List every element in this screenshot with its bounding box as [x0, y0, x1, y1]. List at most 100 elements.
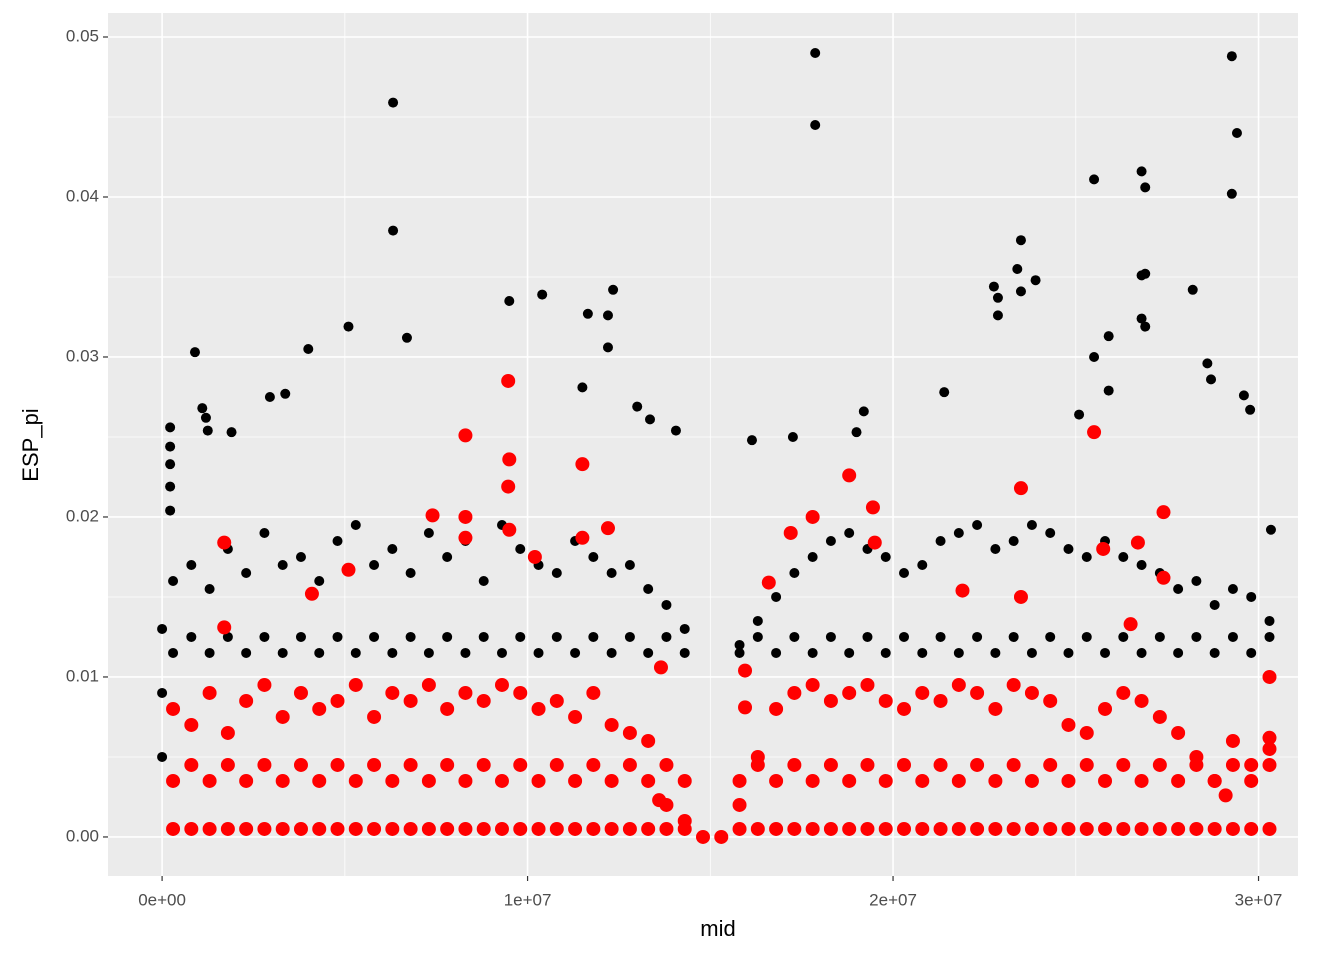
point [823, 821, 838, 836]
point [513, 685, 528, 700]
point [458, 530, 473, 545]
point [1061, 821, 1076, 836]
point [197, 403, 208, 414]
point [1015, 286, 1026, 297]
point [168, 575, 179, 586]
x-tick-label: 0e+00 [138, 890, 186, 909]
point [241, 647, 252, 658]
point [442, 551, 453, 562]
point [1026, 647, 1037, 658]
point [303, 343, 314, 354]
point [860, 677, 875, 692]
point [204, 647, 215, 658]
point [604, 773, 619, 788]
point [549, 693, 564, 708]
point [1152, 821, 1167, 836]
point [842, 821, 857, 836]
point [1006, 757, 1021, 772]
point [549, 821, 564, 836]
point [582, 308, 593, 319]
point [825, 535, 836, 546]
point [1140, 182, 1151, 193]
point [732, 797, 747, 812]
point [575, 530, 590, 545]
marks [157, 47, 1277, 844]
point [494, 677, 509, 692]
point [1123, 617, 1138, 632]
point [220, 725, 235, 740]
point [157, 687, 168, 698]
point [865, 500, 880, 515]
point [1225, 757, 1240, 772]
point [844, 527, 855, 538]
point [515, 543, 526, 554]
point [915, 773, 930, 788]
point [750, 821, 765, 836]
point [1030, 275, 1041, 286]
point [1244, 821, 1259, 836]
point [165, 481, 176, 492]
point [531, 701, 546, 716]
point [551, 631, 562, 642]
point [1156, 505, 1171, 520]
point [823, 693, 838, 708]
point [787, 431, 798, 442]
point [586, 685, 601, 700]
point [168, 647, 179, 658]
point [1265, 524, 1276, 535]
point [805, 821, 820, 836]
point [186, 559, 197, 570]
point [184, 821, 199, 836]
point [734, 639, 745, 650]
point [738, 700, 753, 715]
point [184, 757, 199, 772]
point [951, 677, 966, 692]
point [955, 583, 970, 598]
point [531, 821, 546, 836]
point [1202, 358, 1213, 369]
point [933, 821, 948, 836]
point [1043, 757, 1058, 772]
point [537, 289, 548, 300]
point [166, 773, 181, 788]
point [878, 773, 893, 788]
point [387, 543, 398, 554]
point [915, 821, 930, 836]
point [1118, 631, 1129, 642]
point [1226, 51, 1237, 62]
point [970, 821, 985, 836]
point [917, 647, 928, 658]
point [899, 631, 910, 642]
point [369, 631, 380, 642]
point [476, 693, 491, 708]
point [1098, 773, 1113, 788]
point [588, 551, 599, 562]
point [304, 586, 319, 601]
point [622, 757, 637, 772]
point [202, 425, 213, 436]
point [1089, 351, 1100, 362]
point [988, 821, 1003, 836]
point [421, 821, 436, 836]
point [670, 425, 681, 436]
point [275, 709, 290, 724]
point [732, 773, 747, 788]
point [165, 441, 176, 452]
point [602, 310, 613, 321]
point [789, 567, 800, 578]
point [204, 583, 215, 594]
point [1218, 788, 1233, 803]
point [458, 773, 473, 788]
point [602, 342, 613, 353]
point [1087, 425, 1102, 440]
point [350, 519, 361, 530]
point [575, 457, 590, 472]
point [1134, 821, 1149, 836]
point [280, 388, 291, 399]
point [1264, 631, 1275, 642]
point [295, 551, 306, 562]
point [1227, 631, 1238, 642]
point [478, 631, 489, 642]
point [805, 773, 820, 788]
point [330, 757, 345, 772]
